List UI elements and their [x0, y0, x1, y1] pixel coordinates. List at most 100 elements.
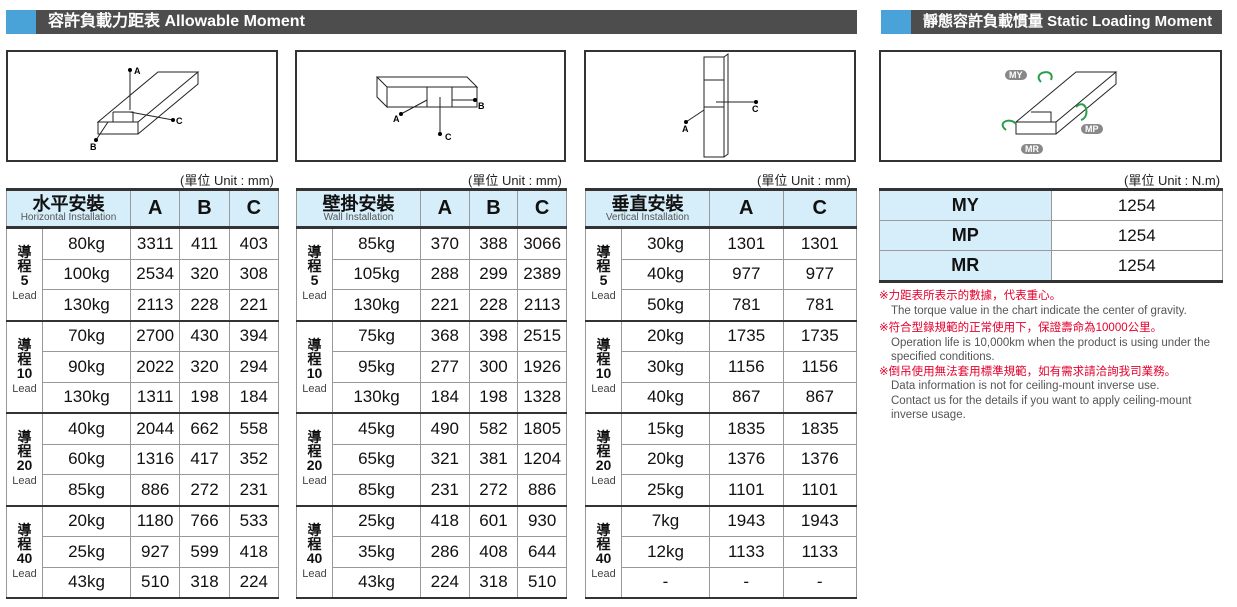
value-cell: 288: [420, 258, 470, 290]
svg-text:A: A: [682, 124, 689, 134]
value-cell: 886: [517, 474, 567, 507]
value-cell: 1101: [782, 474, 858, 507]
value-cell: 184: [420, 381, 470, 414]
value-cell: 320: [179, 351, 230, 383]
column-header: C: [782, 188, 858, 229]
svg-text:MP: MP: [1085, 124, 1099, 134]
value-cell: -: [709, 566, 784, 599]
table-row: 導程 20 Lead 45kg 490 582 1805: [296, 412, 567, 507]
load-cell: 12kg: [620, 536, 711, 568]
load-cell: 40kg: [41, 412, 132, 445]
value-cell: 1943: [709, 505, 784, 537]
svg-text:A: A: [393, 114, 400, 124]
unit-label: (單位 Unit : mm): [757, 173, 851, 188]
static-loading-header: 靜態容許負載慣量 Static Loading Moment: [881, 10, 1222, 34]
lead-group: 導程 20 Lead: [585, 412, 622, 507]
svg-text:C: C: [176, 116, 183, 126]
value-cell: 221: [420, 289, 470, 322]
value-cell: 418: [420, 505, 470, 537]
load-cell: 130kg: [332, 381, 421, 414]
table-title: 水平安裝 Horizontal Installation: [5, 188, 132, 229]
value-cell: 601: [468, 505, 519, 537]
table-title: 壁掛安裝 Wall Installation: [296, 188, 421, 229]
load-cell: 35kg: [332, 536, 421, 568]
notes: ※力距表所表示的數據，代表重心。 The torque value in the…: [879, 290, 1210, 421]
value-cell: 781: [782, 289, 858, 322]
value-cell: 1805: [517, 412, 567, 445]
value-cell: 352: [228, 443, 280, 475]
value-cell: 781: [709, 289, 784, 322]
table-row: 85kg 886 272 231: [7, 474, 280, 507]
table-row: 導程 40 Lead 20kg 1180 766 533: [6, 505, 280, 599]
lead-group: 導程 10 Lead: [296, 320, 333, 414]
load-cell: 80kg: [41, 227, 132, 260]
table-row: 導程 40 Lead 7kg 1943 1943: [585, 505, 858, 599]
lead-group: 導程 5 Lead: [6, 227, 43, 322]
lead-group: 導程 10 Lead: [585, 320, 622, 414]
column-header: B: [179, 188, 230, 229]
load-cell: 90kg: [41, 351, 132, 383]
table-row: 85kg 231 272 886: [297, 474, 567, 507]
svg-text:MY: MY: [1009, 70, 1023, 80]
value-cell: -: [782, 566, 858, 599]
value-cell: 184: [228, 381, 280, 414]
load-cell: 15kg: [620, 412, 711, 445]
value-cell: 318: [179, 566, 230, 599]
value-cell: 3066: [517, 227, 567, 260]
load-cell: 25kg: [41, 536, 132, 568]
value-cell: 1101: [709, 474, 784, 507]
load-cell: 30kg: [620, 227, 711, 260]
value-cell: 3311: [130, 227, 181, 260]
table-row: 20kg 1376 1376: [586, 443, 858, 475]
load-cell: 30kg: [620, 351, 711, 383]
load-cell: 25kg: [332, 505, 421, 537]
table-row: 65kg 321 381 1204: [297, 443, 567, 475]
unit-label: (單位 Unit : N.m): [1124, 173, 1221, 188]
value-cell: 1133: [709, 536, 784, 568]
value-cell: 1133: [782, 536, 858, 568]
value-cell: 1204: [517, 443, 567, 475]
table-row: 100kg 2534 320 308: [7, 258, 280, 290]
value-cell: 2113: [130, 289, 181, 322]
table-row: 25kg 1101 1101: [586, 474, 858, 507]
value-cell: 198: [179, 381, 230, 414]
table-row: 43kg 224 318 510: [297, 566, 567, 599]
value-cell: 381: [468, 443, 519, 475]
table-row: 導程 20 Lead 40kg 2044 662 558: [6, 412, 280, 507]
column-header: B: [468, 188, 519, 229]
table-row: 130kg 221 228 2113: [297, 289, 567, 322]
value-cell: 2022: [130, 351, 181, 383]
value-cell: 533: [228, 505, 280, 537]
static-moment-table: MY 1254 MP 1254 MR 1254: [879, 188, 1223, 283]
load-cell: 85kg: [332, 474, 421, 507]
table-row: 導程 40 Lead 25kg 418 601 930: [296, 505, 567, 599]
column-header: C: [228, 188, 280, 229]
load-cell: 130kg: [41, 289, 132, 322]
value-cell: 231: [420, 474, 470, 507]
value-cell: 1301: [782, 227, 858, 260]
value-cell: 977: [782, 258, 858, 290]
value-cell: 398: [468, 320, 519, 352]
value-cell: 411: [179, 227, 230, 260]
value-cell: 299: [468, 258, 519, 290]
table-row: 90kg 2022 320 294: [7, 351, 280, 383]
value-cell: 1735: [709, 320, 784, 352]
svg-text:B: B: [90, 142, 97, 152]
value-cell: 418: [228, 536, 280, 568]
value-cell: 224: [228, 566, 280, 599]
load-cell: 85kg: [332, 227, 421, 260]
table-row: 95kg 277 300 1926: [297, 351, 567, 383]
load-cell: 100kg: [41, 258, 132, 290]
wall-diagram: C A B: [295, 50, 566, 162]
value-cell: 1301: [709, 227, 784, 260]
load-cell: 60kg: [41, 443, 132, 475]
table-row: ---: [586, 566, 858, 599]
value-cell: 228: [179, 289, 230, 322]
table-row: 60kg 1316 417 352: [7, 443, 280, 475]
value-cell: 286: [420, 536, 470, 568]
table-row: 導程 10 Lead 75kg 368 398 2515: [296, 320, 567, 414]
svg-text:A: A: [134, 66, 141, 76]
load-cell: 85kg: [41, 474, 132, 507]
value-cell: 272: [468, 474, 519, 507]
value-cell: 2534: [130, 258, 181, 290]
